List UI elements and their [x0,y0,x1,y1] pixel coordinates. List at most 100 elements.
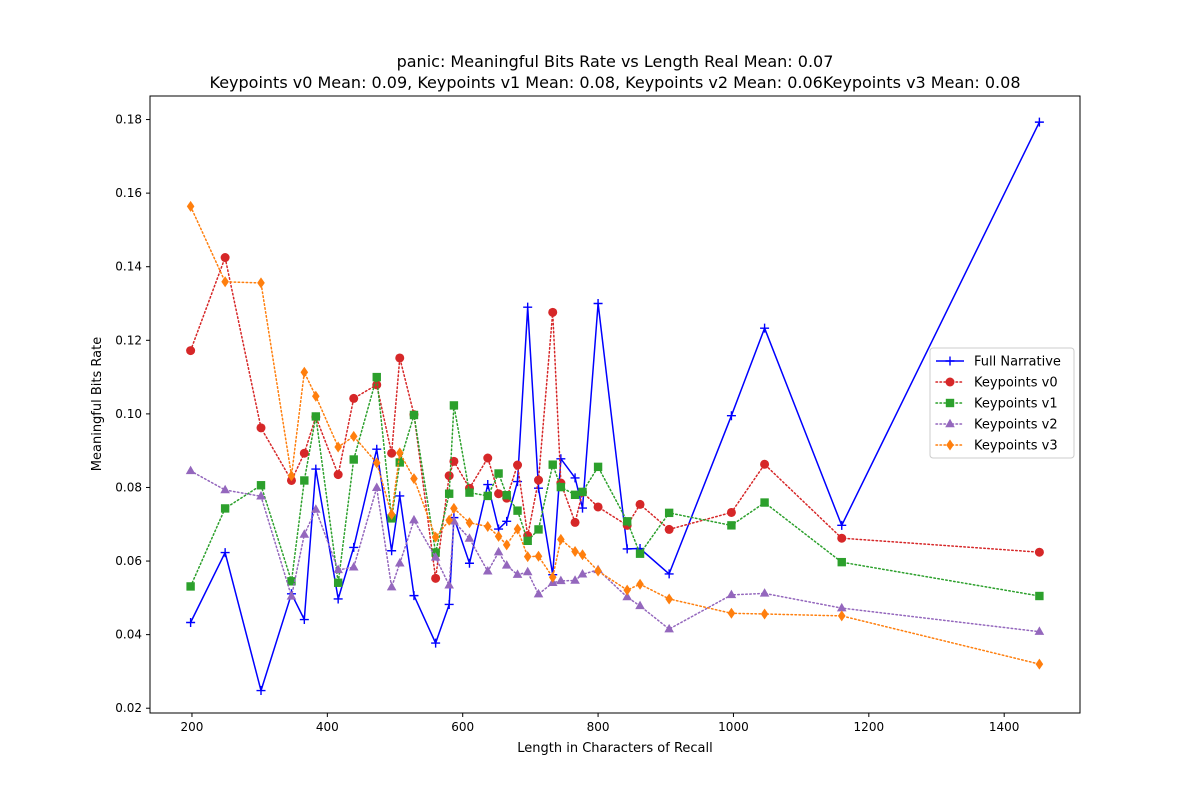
data-point-keypoints-v3 [571,545,579,557]
data-point-keypoints-v0 [395,353,405,363]
data-point-keypoints-v2 [444,580,454,589]
data-point-keypoints-v1 [186,582,195,591]
data-point-keypoints-v3 [300,366,309,378]
data-point-keypoints-v2 [556,575,566,585]
data-point-keypoints-v0 [349,393,359,403]
data-point-full-narrative [409,591,419,601]
x-tick-label: 1200 [854,720,885,734]
legend-item-keypoints-v2: Keypoints v2 [935,418,1058,433]
data-point-keypoints-v0 [664,524,674,534]
data-point-keypoints-v3 [548,571,557,583]
data-point-full-narrative [760,323,770,333]
data-point-full-narrative [523,302,533,312]
data-point-keypoints-v2 [409,514,419,524]
legend-swatch-marker [946,439,954,451]
data-point-keypoints-v3 [623,584,631,596]
data-point-keypoints-v3 [395,447,404,459]
data-point-keypoints-v3 [221,276,229,288]
data-point-keypoints-v0 [220,253,230,263]
data-point-keypoints-v3 [372,457,381,469]
data-point-keypoints-v1 [622,517,632,526]
data-point-keypoints-v0 [593,502,603,512]
y-tick-label: 0.18 [115,113,142,127]
data-point-keypoints-v3 [334,441,342,453]
data-point-full-narrative [186,617,196,627]
legend-label: Keypoints v1 [974,397,1058,412]
data-point-full-narrative [622,544,632,554]
series-line-keypoints-v0 [189,256,1041,580]
data-point-keypoints-v1 [523,536,532,546]
legend-label: Keypoints v0 [974,376,1058,391]
y-tick-label: 0.14 [115,260,142,274]
data-point-keypoints-v1 [727,521,736,530]
data-point-keypoints-v2 [220,484,230,494]
data-point-keypoints-v1 [300,476,309,485]
data-point-keypoints-v1 [570,490,580,500]
data-point-keypoints-v2 [449,516,459,525]
data-point-full-narrative [1034,117,1044,127]
y-tick-label: 0.06 [115,554,142,568]
data-point-full-narrative [570,473,580,483]
y-tick-label: 0.08 [115,480,142,494]
data-point-keypoints-v2 [311,504,321,513]
legend-item-keypoints-v1: Keypoints v1 [935,397,1058,412]
data-point-keypoints-v0 [1034,547,1044,557]
data-point-keypoints-v0 [635,499,645,509]
data-point-keypoints-v3 [186,200,195,212]
data-point-full-narrative [311,464,321,474]
data-point-keypoints-v1 [556,482,566,492]
data-point-keypoints-v1 [760,498,769,507]
data-point-keypoints-v1 [1035,591,1044,601]
data-point-full-narrative [349,542,359,552]
data-point-keypoints-v0 [483,453,493,463]
data-point-keypoints-v1 [837,557,846,567]
data-point-keypoints-v2 [394,557,405,567]
data-point-keypoints-v2 [185,465,196,475]
y-axis: 0.02 0.04 0.06 0.08 0.10 0.12 0.14 0.16 0.18 [115,113,150,715]
data-point-full-narrative [664,569,674,579]
data-point-keypoints-v3 [445,514,453,526]
data-point-keypoints-v3 [431,531,440,543]
data-point-full-narrative [502,516,512,526]
data-point-keypoints-v0 [186,346,196,356]
data-point-keypoints-v3 [523,551,532,563]
y-tick-label: 0.16 [115,186,142,200]
data-point-full-narrative [256,686,266,696]
data-point-keypoints-v2 [570,575,580,584]
data-point-keypoints-v1 [220,504,230,513]
data-point-keypoints-v1 [287,577,296,586]
data-point-keypoints-v2 [299,529,310,538]
data-point-keypoints-v3 [534,550,543,562]
legend-item-keypoints-v3: Keypoints v3 [935,439,1058,454]
data-point-keypoints-v3 [513,523,522,535]
data-point-keypoints-v3 [312,390,320,402]
x-tick-label: 800 [587,720,610,734]
data-point-keypoints-v2 [512,569,523,578]
data-point-keypoints-v2 [464,533,475,542]
y-tick-label: 0.10 [115,407,142,421]
data-point-keypoints-v0 [444,471,454,481]
data-point-keypoints-v2 [522,566,533,576]
data-point-keypoints-v2 [256,490,266,500]
data-point-keypoints-v1 [256,481,266,490]
series-keypoints-v1 [186,372,1044,601]
legend-item-keypoints-v0: Keypoints v0 [935,376,1058,391]
data-point-keypoints-v3 [837,610,846,622]
data-point-keypoints-v3 [287,470,296,482]
x-tick-label: 400 [316,720,339,734]
data-point-full-narrative [578,503,588,513]
data-point-full-narrative [726,411,736,421]
data-point-keypoints-v3 [257,277,265,289]
legend-item-full-narrative: Full Narrative [936,355,1061,370]
data-point-keypoints-v1 [311,412,321,421]
data-point-keypoints-v2 [759,588,770,597]
data-point-keypoints-v3 [387,508,396,520]
data-point-keypoints-v2 [836,602,847,612]
y-tick-label: 0.12 [115,333,142,347]
data-point-keypoints-v3 [557,533,565,545]
data-point-keypoints-v3 [727,607,736,619]
data-point-keypoints-v0 [513,460,523,470]
data-point-keypoints-v2 [726,589,737,599]
data-point-keypoints-v1 [465,488,474,497]
